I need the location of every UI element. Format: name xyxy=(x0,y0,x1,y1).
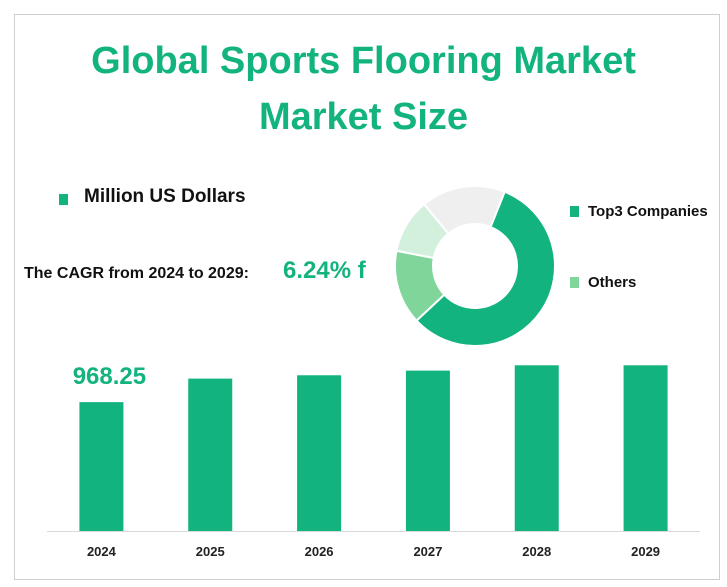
chart-subtitle: Market Size xyxy=(258,96,469,138)
legend-swatch-top3 xyxy=(570,206,579,217)
x-tick-label-2025: 2025 xyxy=(196,544,225,559)
bar-2029 xyxy=(623,365,668,531)
unit-legend-swatch xyxy=(59,194,68,205)
data-label-2024: 968.25 xyxy=(73,363,146,390)
legend-label-others: Others xyxy=(588,274,637,291)
bar-2026 xyxy=(297,375,342,531)
x-tick-label-2027: 2027 xyxy=(413,544,442,559)
chart-title: Global Sports Flooring Market xyxy=(91,40,636,82)
x-tick-label-2024: 2024 xyxy=(87,544,117,559)
bar-2028 xyxy=(514,365,559,531)
legend-item-top3: Top3 Companies xyxy=(570,203,708,220)
cagr-value: 6.24% f xyxy=(283,257,366,284)
x-tick-label-2029: 2029 xyxy=(631,544,660,559)
bar-2024 xyxy=(79,402,124,531)
donut-slice-1 xyxy=(415,190,556,347)
unit-label: Million US Dollars xyxy=(84,186,246,207)
bar-2025 xyxy=(188,378,233,531)
cagr-label: The CAGR from 2024 to 2029: xyxy=(24,265,249,282)
chart-frame xyxy=(14,14,720,580)
legend-item-others: Others xyxy=(570,274,636,291)
bar-2027 xyxy=(405,370,450,531)
x-tick-label-2028: 2028 xyxy=(522,544,551,559)
legend-swatch-others xyxy=(570,277,579,288)
legend-label-top3: Top3 Companies xyxy=(588,203,708,220)
donut-slice-4 xyxy=(422,185,506,235)
x-tick-label-2026: 2026 xyxy=(305,544,334,559)
